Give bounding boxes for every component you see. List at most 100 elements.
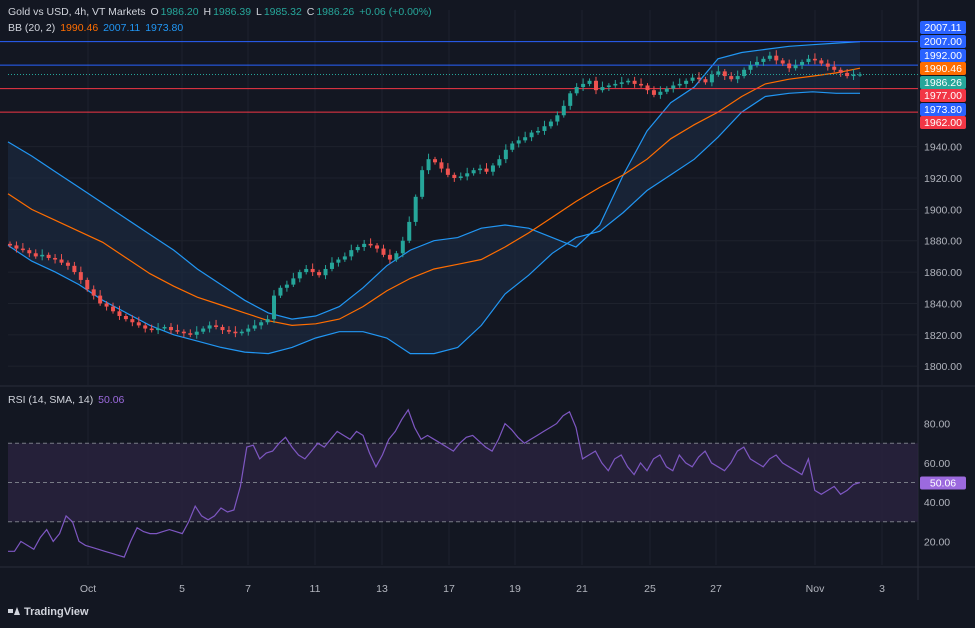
price-label-badge [920, 89, 966, 102]
price-label-text: 1962.00 [924, 117, 962, 129]
candle-body [529, 132, 534, 138]
candle-body [355, 247, 360, 251]
candle-body [246, 328, 251, 332]
candle-body [793, 65, 798, 69]
candle-body [548, 121, 553, 127]
candle-body [613, 83, 618, 86]
candle-body [98, 295, 103, 304]
x-tick-label: 5 [179, 583, 185, 595]
candle-body [123, 316, 128, 320]
tradingview-logo[interactable]: TradingView [8, 606, 89, 618]
candle-body [735, 76, 740, 80]
y-tick-label: 1860.00 [924, 267, 962, 279]
candle-body [523, 137, 528, 141]
candle-body [181, 331, 186, 334]
candle-body [46, 254, 51, 258]
y-tick-label: 1940.00 [924, 142, 962, 154]
price-label-text: 1986.26 [924, 77, 962, 89]
candle-body [497, 159, 502, 166]
candle-body [413, 196, 418, 222]
candle-body [304, 268, 309, 273]
candle-body [220, 326, 225, 331]
candle-body [819, 60, 824, 64]
candle-body [858, 74, 862, 76]
candle-body [65, 262, 70, 266]
candle-body [394, 253, 399, 260]
candle-body [445, 168, 450, 175]
price-label-text: 1973.80 [924, 104, 962, 116]
candle-body [619, 82, 624, 84]
bb-upper-value: 2007.11 [103, 22, 141, 34]
rsi-y-tick-label: 40.00 [924, 497, 950, 509]
bb-legend: BB (20, 2) 1990.46 2007.11 1973.80 [8, 22, 185, 34]
candle-body [458, 176, 463, 178]
candle-body [233, 331, 238, 334]
price-label-text: 1977.00 [924, 90, 962, 102]
y-tick-label: 1840.00 [924, 298, 962, 310]
candle-body [188, 333, 193, 335]
candle-body [729, 76, 734, 80]
candle-body [574, 87, 579, 94]
price-label-badge [920, 49, 966, 62]
candle-body [156, 328, 161, 331]
candle-body [368, 243, 373, 246]
candle-body [767, 55, 772, 59]
candle-body [239, 331, 244, 334]
candle-body [645, 85, 650, 91]
candle-body [677, 83, 682, 86]
candle-body [317, 272, 322, 276]
candle-body [111, 306, 116, 312]
candle-body [561, 105, 566, 116]
change-value: +0.06 (+0.00%) [359, 6, 432, 18]
y-tick-label: 1820.00 [924, 330, 962, 342]
candle-body [207, 325, 212, 329]
candle-body [484, 168, 489, 172]
candle-body [342, 256, 347, 260]
price-pane [0, 41, 918, 355]
candle-body [329, 262, 334, 269]
candle-body [297, 272, 302, 279]
candle-body [503, 149, 508, 160]
candle-body [465, 173, 470, 177]
x-tick-label: Oct [80, 583, 96, 595]
candle-body [8, 243, 12, 246]
candle-body [265, 319, 270, 323]
bb-fill [8, 41, 860, 354]
candle-body [53, 257, 58, 260]
price-label-badge [920, 21, 966, 34]
rsi-legend: RSI (14, SMA, 14) 50.06 [8, 394, 126, 406]
candle-body [284, 284, 289, 288]
candle-body [439, 162, 444, 169]
candle-body [626, 80, 631, 83]
candle-body [690, 77, 695, 81]
candle-body [27, 250, 32, 254]
candle-body [748, 65, 753, 70]
price-label-text: 1990.46 [924, 63, 962, 75]
candle-body [787, 63, 792, 69]
candle-body [722, 71, 727, 77]
candle-body [14, 245, 19, 249]
candle-body [78, 272, 83, 280]
candle-body [542, 126, 547, 131]
price-label-text: 2007.00 [924, 36, 962, 48]
candle-body [278, 287, 283, 296]
candle-body [806, 58, 811, 62]
close-value: 1986.26 [316, 6, 355, 18]
close-label: C [306, 6, 315, 18]
x-tick-label: 19 [509, 583, 521, 595]
candle-body [697, 77, 702, 80]
candle-body [291, 278, 296, 285]
candle-body [381, 248, 386, 255]
high-value: 1986.39 [213, 6, 252, 18]
low-value: 1985.32 [263, 6, 302, 18]
candle-body [851, 74, 856, 77]
candle-body [375, 245, 380, 249]
candle-body [349, 250, 354, 257]
candle-body [40, 254, 45, 257]
rsi-value: 50.06 [98, 394, 125, 406]
rsi-line [8, 408, 861, 558]
candle-body [362, 243, 367, 247]
price-label-text: 1992.00 [924, 50, 962, 62]
candle-body [85, 279, 90, 290]
